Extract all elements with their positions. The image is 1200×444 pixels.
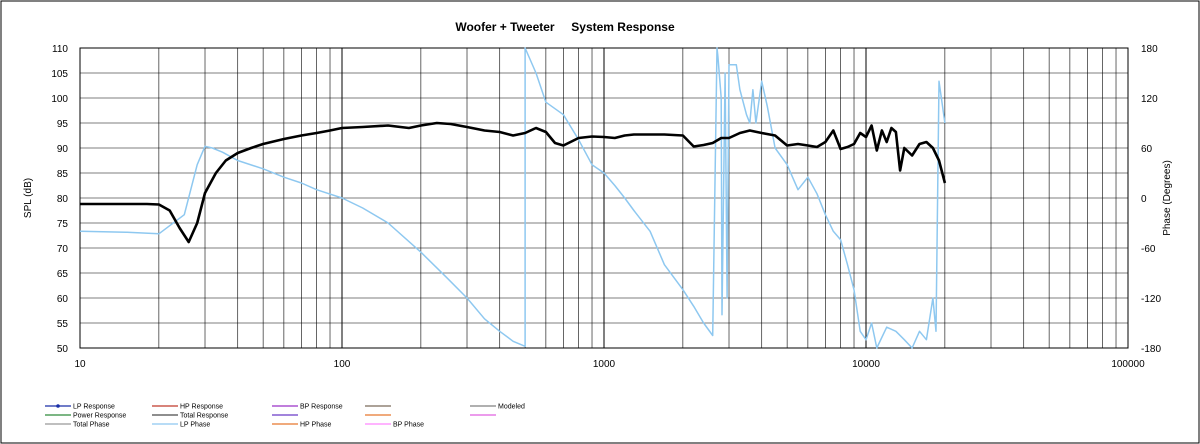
legend-label: BP Phase xyxy=(393,422,424,429)
legend-item: BP Response xyxy=(272,404,343,411)
y-tick-label: 70 xyxy=(57,244,69,255)
legend-label: LP Phase xyxy=(180,422,210,429)
y2-tick-label: 180 xyxy=(1141,44,1158,55)
y2-axis-label: Phase (Degrees) xyxy=(1162,160,1173,236)
x-tick-labels: 10 100 1000 10000 100000 xyxy=(74,359,1145,370)
y-tick-label: 95 xyxy=(57,119,69,130)
y2-tick-label: -60 xyxy=(1141,244,1156,255)
legend-label: LP Response xyxy=(73,404,115,411)
legend-label: Modeled xyxy=(498,404,525,411)
y-tick-label: 80 xyxy=(57,194,69,205)
x-tick-label: 10 xyxy=(74,359,86,370)
legend-item: LP Phase xyxy=(152,422,210,429)
x-tick-label: 100000 xyxy=(1111,359,1145,370)
series-line-total-response xyxy=(80,121,947,244)
plot-grid xyxy=(79,47,1129,349)
legend-item: HP Phase xyxy=(272,422,331,429)
y-tick-labels: 50 55 60 65 70 75 80 85 90 95 100 105 110 xyxy=(51,44,68,355)
series-layer xyxy=(79,47,947,349)
chart-title: Woofer + Tweeter System Response xyxy=(455,20,675,34)
y-tick-label: 105 xyxy=(51,69,68,80)
legend-item: Total Response xyxy=(152,413,228,420)
x-tick-label: 1000 xyxy=(593,359,616,370)
series-line-lp-phase xyxy=(79,47,946,349)
y-tick-label: 50 xyxy=(57,344,69,355)
y-tick-label: 65 xyxy=(57,269,69,280)
legend-item: Modeled xyxy=(470,404,525,411)
y-tick-label: 60 xyxy=(57,294,69,305)
y-tick-label: 90 xyxy=(57,144,69,155)
y-axis-label: SPL (dB) xyxy=(23,178,34,218)
legend-item: LP Response xyxy=(45,404,115,411)
x-tick-label: 10000 xyxy=(852,359,880,370)
y2-tick-label: -180 xyxy=(1141,344,1161,355)
legend-label: Total Phase xyxy=(73,422,110,429)
legend: LP Response HP Response BP Response Modeled… xyxy=(45,404,525,429)
legend-item: BP Phase xyxy=(365,422,424,429)
y-tick-label: 85 xyxy=(57,169,69,180)
y-tick-label: 75 xyxy=(57,219,69,230)
legend-marker xyxy=(56,404,60,408)
legend-item: HP Response xyxy=(152,404,223,411)
legend-label: HP Phase xyxy=(300,422,331,429)
legend-label: BP Response xyxy=(300,404,343,411)
x-tick-label: 100 xyxy=(334,359,351,370)
y2-tick-labels: -180 -120 -60 0 60 120 180 xyxy=(1141,44,1161,355)
y2-tick-label: 60 xyxy=(1141,144,1153,155)
y2-tick-label: -120 xyxy=(1141,294,1161,305)
legend-item: Power Response xyxy=(45,413,126,420)
legend-item: Total Phase xyxy=(45,422,110,429)
y-tick-label: 55 xyxy=(57,319,69,330)
y2-tick-label: 120 xyxy=(1141,94,1158,105)
y-tick-label: 110 xyxy=(52,44,68,55)
y2-tick-label: 0 xyxy=(1141,194,1147,205)
legend-label: Total Response xyxy=(180,413,228,420)
legend-label: Power Response xyxy=(73,413,126,420)
y-tick-label: 100 xyxy=(51,94,68,105)
legend-label: HP Response xyxy=(180,404,223,411)
